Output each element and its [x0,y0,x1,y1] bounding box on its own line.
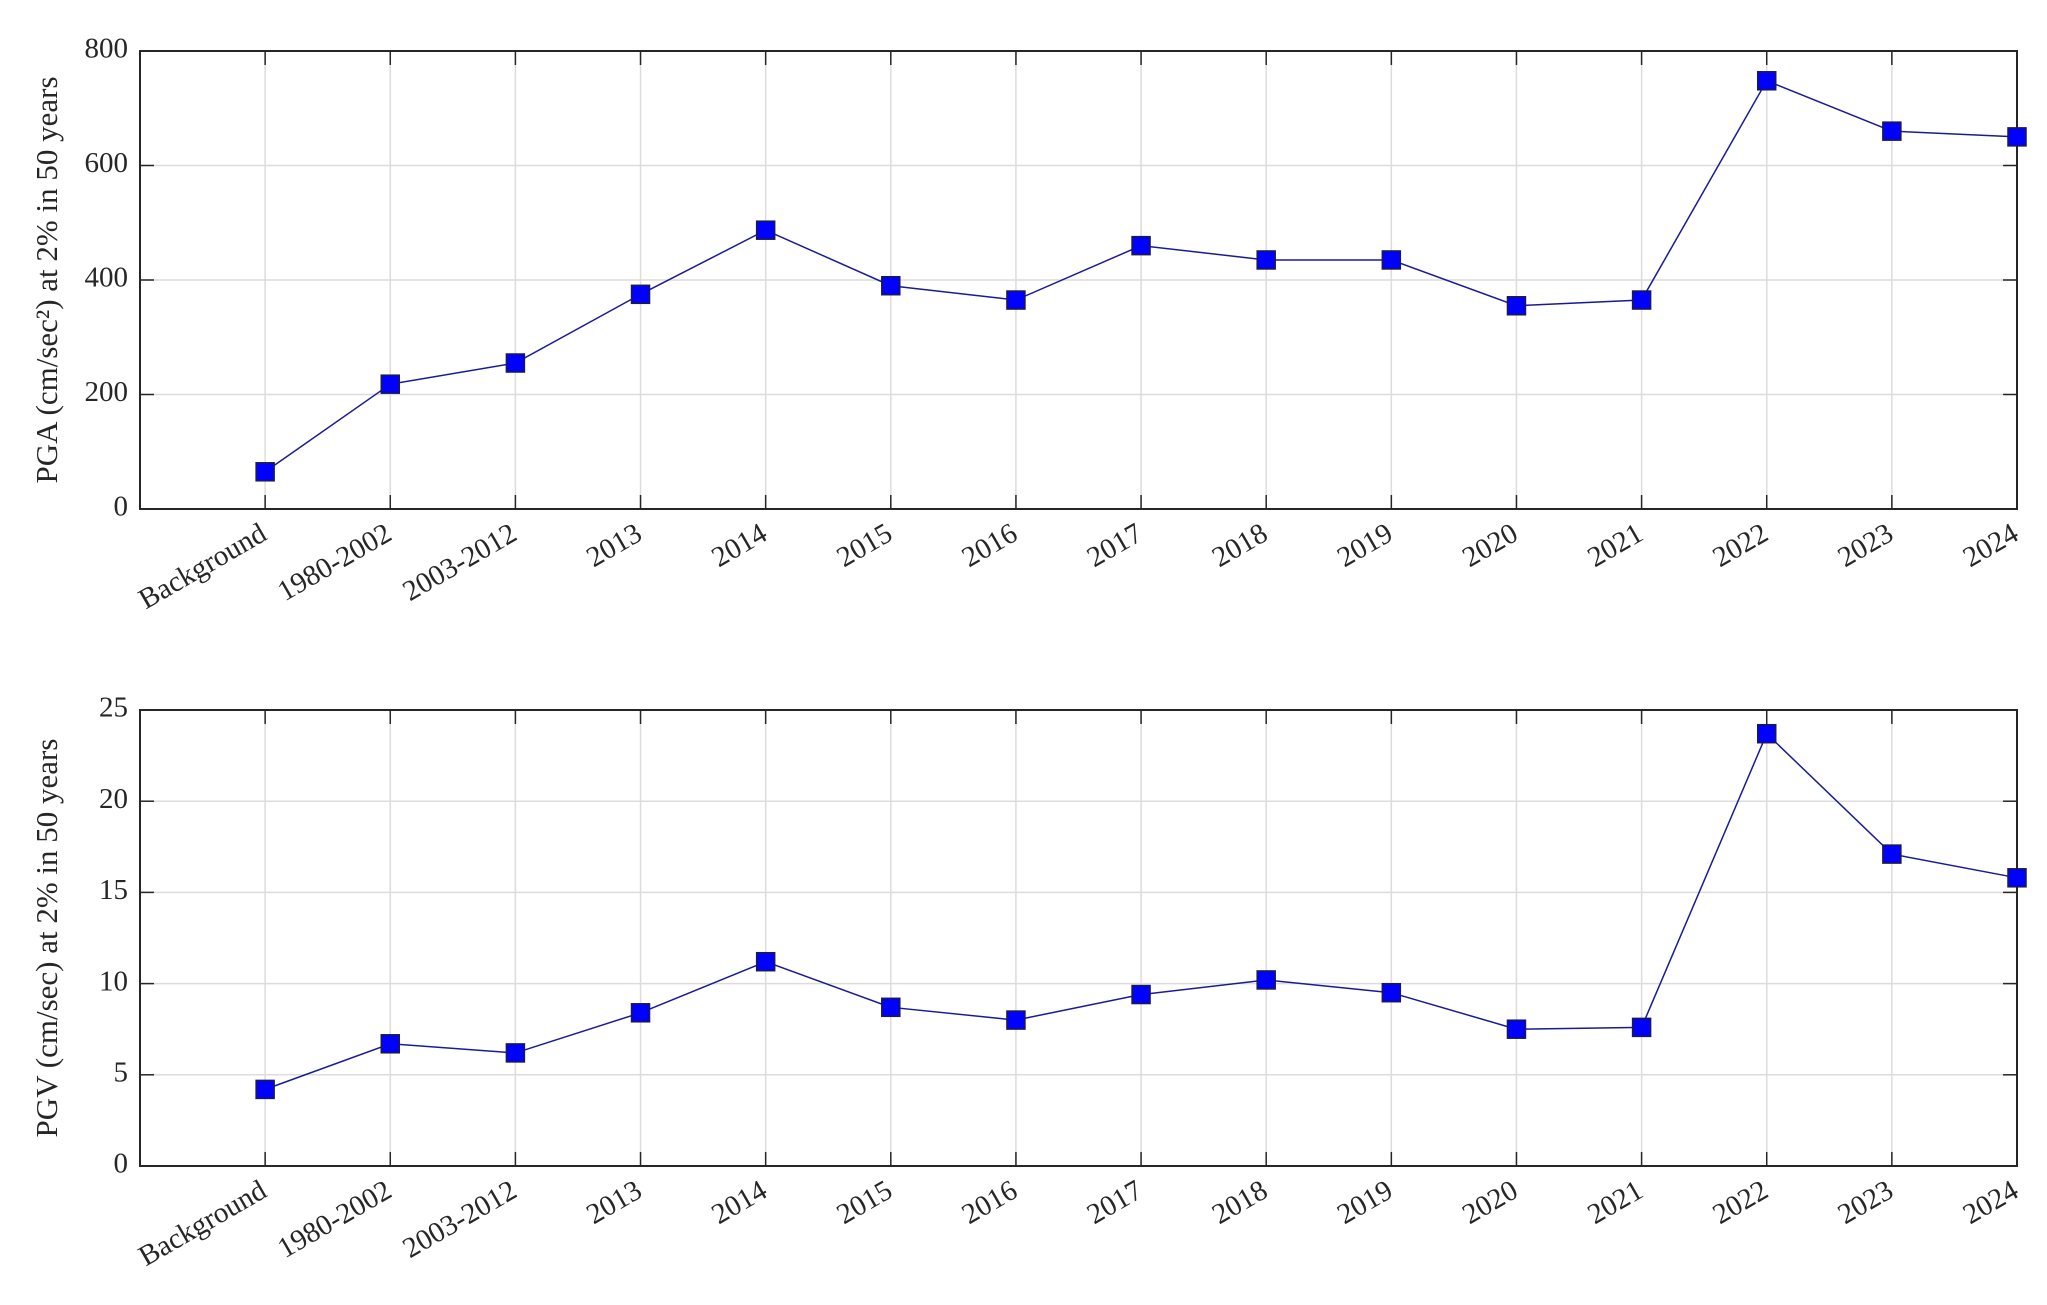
data-marker [380,374,401,394]
x-tick-label: 2017 [1082,517,1148,574]
x-tick-label: Background [133,1174,272,1273]
y-tick-label: 0 [114,1148,129,1180]
y-axis-label: PGA (cm/sec²) at 2% in 50 years [29,76,64,483]
data-marker [1882,121,1902,141]
y-tick-label: 0 [114,491,129,523]
data-marker [1381,982,1402,1003]
x-tick-label: 2016 [957,517,1023,574]
y-tick-label: 20 [99,783,128,815]
x-tick-label: 2015 [831,517,897,574]
data-marker [1006,1010,1026,1030]
x-tick-label: 2013 [581,1174,647,1231]
data-marker [1506,1019,1527,1039]
data-marker [2007,868,2027,888]
x-tick-label: 2020 [1457,517,1523,574]
plot-frame [139,50,2018,510]
x-tick-label: 2014 [706,1174,773,1231]
x-tick-label: 2003-2012 [397,517,522,608]
data-marker [1256,970,1276,990]
x-tick-label: 2022 [1707,1174,1773,1231]
x-tick-label: 2018 [1207,1174,1273,1231]
data-marker [881,275,901,296]
data-marker [755,951,776,972]
x-tick-label: 2024 [1958,517,2025,574]
y-tick-label: 25 [99,692,128,724]
x-tick-label: Background [133,517,272,616]
data-marker [1256,250,1276,270]
y-tick-label: 200 [85,376,129,408]
data-marker [1631,290,1652,310]
data-marker [630,284,651,305]
data-marker [255,462,275,482]
y-tick-label: 800 [85,33,129,65]
data-marker [1381,250,1402,270]
plot-frame [139,709,2018,1167]
x-tick-label: 2022 [1707,517,1773,574]
y-tick-label: 5 [114,1056,129,1088]
data-marker [505,1043,526,1063]
data-marker [1131,235,1151,256]
x-tick-label: 2020 [1457,1174,1523,1231]
x-tick-label: 2019 [1332,517,1398,574]
data-marker [1131,984,1151,1005]
x-tick-label: 1980-2002 [272,1174,397,1265]
data-marker [1756,71,1777,91]
data-marker [1631,1017,1652,1038]
x-tick-label: 2021 [1582,1174,1648,1231]
x-tick-label: 2018 [1207,517,1273,574]
x-tick-label: 2003-2012 [397,1174,522,1265]
data-marker [1756,723,1777,744]
data-marker [380,1034,401,1054]
y-tick-label: 600 [85,147,129,179]
x-tick-label: 2019 [1332,1174,1398,1231]
data-marker [1882,844,1902,864]
data-marker [1506,296,1527,316]
x-tick-label: 2013 [581,517,647,574]
x-tick-label: 2014 [706,517,773,574]
x-tick-label: 2016 [957,1174,1023,1231]
x-tick-label: 2017 [1082,1174,1148,1231]
data-marker [1006,290,1026,310]
data-marker [255,1079,275,1100]
data-marker [505,353,526,373]
x-tick-label: 2023 [1832,517,1898,574]
y-axis-label: PGV (cm/sec) at 2% in 50 years [29,739,64,1138]
x-tick-label: 2015 [831,1174,897,1231]
data-marker [630,1003,651,1023]
y-tick-label: 400 [85,262,129,294]
data-marker [881,997,901,1018]
y-tick-label: 15 [99,874,128,906]
x-tick-label: 2024 [1958,1174,2025,1231]
x-tick-label: 1980-2002 [272,517,397,608]
y-tick-label: 10 [99,965,128,997]
x-tick-label: 2023 [1832,1174,1898,1231]
data-marker [2007,127,2027,147]
data-marker [755,220,776,240]
x-tick-label: 2021 [1582,517,1648,574]
